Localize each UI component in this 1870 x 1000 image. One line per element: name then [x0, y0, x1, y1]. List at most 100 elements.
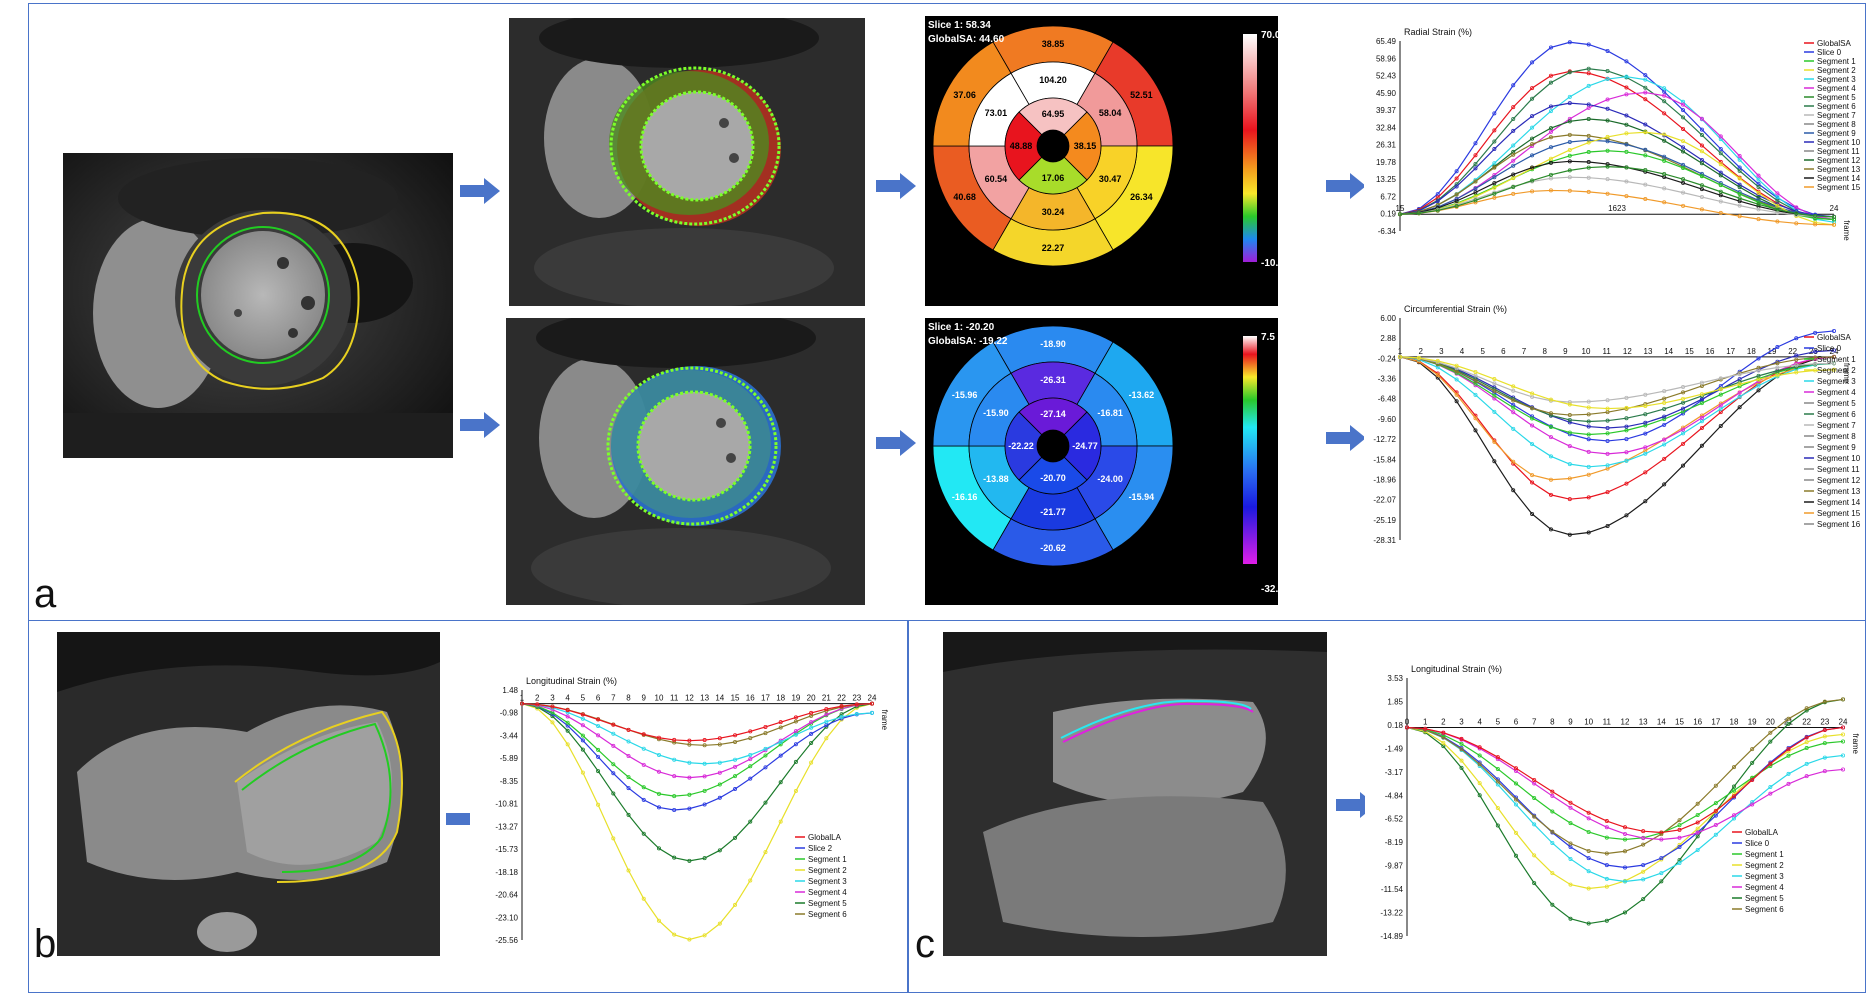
x-tick-label: 22	[1802, 717, 1811, 726]
data-point	[656, 846, 661, 851]
data-point	[1813, 222, 1818, 227]
data-point	[1567, 159, 1572, 164]
data-point	[824, 736, 829, 741]
data-point	[1718, 151, 1723, 156]
data-point	[1548, 454, 1553, 459]
data-point	[702, 856, 707, 861]
data-point	[1756, 207, 1761, 212]
legend-entry: Segment 14	[1817, 498, 1861, 507]
data-point	[733, 733, 738, 738]
x-tick-label: 9	[1563, 347, 1568, 356]
data-point	[1659, 856, 1664, 861]
data-point	[641, 896, 646, 901]
bullseye-global-text: GlobalSA: 44.60	[928, 34, 1005, 45]
data-point	[1511, 105, 1516, 110]
data-point	[1495, 755, 1500, 760]
data-point	[1731, 784, 1736, 789]
data-point	[1831, 328, 1836, 333]
data-point	[1756, 388, 1761, 393]
data-point	[1530, 391, 1535, 396]
data-point	[1659, 871, 1664, 876]
legend-entry: Segment 12	[1817, 156, 1861, 165]
x-tick-label: 23	[852, 694, 861, 703]
bullseye-segment-label: 22.27	[1042, 243, 1065, 253]
data-point	[1713, 783, 1718, 788]
x-tick-label: 2	[535, 694, 540, 703]
data-point	[1473, 198, 1478, 203]
data-point	[1492, 139, 1497, 144]
data-point	[1477, 753, 1482, 758]
data-point	[1822, 741, 1827, 746]
legend-entry: Segment 2	[1745, 861, 1784, 870]
data-point	[763, 746, 768, 751]
data-point	[1624, 74, 1629, 79]
bullseye-segment	[1018, 156, 1088, 195]
data-point	[1530, 473, 1535, 478]
series-line	[1399, 41, 1835, 218]
data-point	[1756, 177, 1761, 182]
data-point	[1756, 195, 1761, 200]
data-point	[1775, 203, 1780, 208]
legend-entry: Segment 11	[1817, 147, 1860, 156]
data-point	[1662, 154, 1667, 159]
x-tick-label: 22	[1788, 347, 1797, 356]
mri-long-axis-b	[57, 632, 440, 956]
data-point	[1548, 188, 1553, 193]
y-tick-label: -18.96	[1373, 475, 1396, 484]
data-point	[1786, 716, 1791, 721]
data-point	[1567, 168, 1572, 173]
x-tick-label: 1	[520, 694, 525, 703]
data-point	[1567, 188, 1572, 193]
x-tick-label: 19	[1768, 347, 1777, 356]
data-point	[1604, 851, 1609, 856]
bullseye-segment-label: -18.90	[1040, 339, 1066, 349]
bullseye-radial: 38.85 52.51 26.34 22.27 40.68 37.06 104.20 58.0…	[925, 16, 1278, 306]
data-point	[717, 782, 722, 787]
data-point	[1473, 190, 1478, 195]
y-tick-label: -11.54	[1381, 885, 1404, 894]
data-point	[1459, 758, 1464, 763]
data-point	[1643, 423, 1648, 428]
data-point	[763, 850, 768, 855]
bullseye-segment-label: 26.34	[1130, 192, 1153, 202]
data-point	[1624, 437, 1629, 442]
arrow-right-icon	[876, 173, 916, 199]
data-point	[1605, 406, 1610, 411]
data-point	[687, 858, 692, 863]
data-point	[1567, 94, 1572, 99]
data-point	[1643, 197, 1648, 202]
data-point	[1586, 140, 1591, 145]
data-point	[1548, 80, 1553, 85]
x-tick-label: 24	[1839, 717, 1848, 726]
data-point	[1699, 171, 1704, 176]
data-point	[1622, 879, 1627, 884]
series-line	[1399, 139, 1835, 218]
data-point	[1662, 86, 1667, 91]
data-point	[687, 937, 692, 942]
data-point	[1804, 735, 1809, 740]
data-point	[1511, 158, 1516, 163]
data-point	[748, 753, 753, 758]
data-point	[1532, 795, 1537, 800]
data-point	[1454, 366, 1459, 371]
data-point	[1530, 480, 1535, 485]
data-point	[1435, 208, 1440, 213]
data-point	[1492, 439, 1497, 444]
series-line	[1399, 150, 1835, 221]
data-point	[1641, 897, 1646, 902]
legend-entry: Segment 7	[1817, 111, 1856, 120]
data-point	[733, 757, 738, 762]
data-point	[656, 805, 661, 810]
x-tick-label: 2	[1441, 717, 1446, 726]
bullseye-segment-label: -15.90	[983, 408, 1009, 418]
data-point	[1530, 86, 1535, 91]
data-point	[809, 710, 814, 715]
data-point	[1840, 725, 1845, 730]
x-tick-label: 15	[1396, 204, 1405, 213]
y-tick-label: -6.48	[1378, 395, 1397, 404]
data-point	[1492, 393, 1497, 398]
data-point	[1605, 463, 1610, 468]
data-point	[717, 736, 722, 741]
data-point	[1840, 767, 1845, 772]
y-tick-label: 39.37	[1376, 106, 1397, 115]
